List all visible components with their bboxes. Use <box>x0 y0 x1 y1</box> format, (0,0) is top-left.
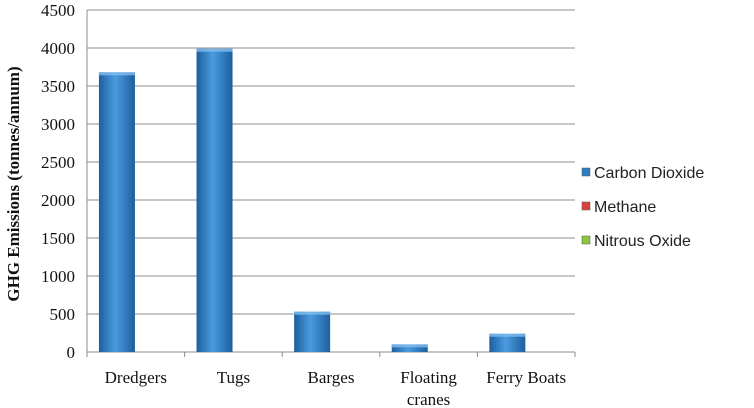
y-tick-label: 500 <box>50 305 76 324</box>
bar-carbon-dioxide <box>391 344 428 352</box>
legend-label: Nitrous Oxide <box>594 233 691 250</box>
y-tick-label: 1000 <box>41 267 75 286</box>
bar-carbon-dioxide <box>489 333 526 352</box>
y-tick-label: 3500 <box>41 77 75 96</box>
x-category-label: cranes <box>407 390 450 408</box>
bar-carbon-dioxide <box>98 72 135 352</box>
gridlines <box>87 9 575 315</box>
legend-item: Nitrous Oxide <box>581 233 691 250</box>
bar-carbon-dioxide <box>294 311 331 352</box>
x-category-label: Barges <box>308 368 355 387</box>
legend-label: Methane <box>594 199 656 216</box>
y-tick-label: 2000 <box>41 191 75 210</box>
y-axis-label: GHG Emissions (tonnes/annum) <box>4 66 23 301</box>
x-category-label: Ferry Boats <box>486 368 566 387</box>
x-category-labels: Dredgers Tugs Barges Floating cranes Ferry Bo… <box>105 368 566 408</box>
legend: Carbon Dioxide Methane Nitrous Oxide <box>581 165 704 250</box>
x-category-label: Dredgers <box>105 368 167 387</box>
y-tick-label: 4500 <box>41 1 75 20</box>
legend-swatch <box>581 167 591 177</box>
x-category-label: Floating <box>400 368 457 387</box>
y-tick-label: 2500 <box>41 153 75 172</box>
y-tick-label: 3000 <box>41 115 75 134</box>
legend-swatch <box>581 235 591 245</box>
bar-carbon-dioxide <box>196 48 233 352</box>
y-tick-label: 4000 <box>41 39 75 58</box>
legend-label: Carbon Dioxide <box>594 165 704 182</box>
axes <box>86 10 576 357</box>
legend-item: Carbon Dioxide <box>581 165 704 182</box>
bars <box>98 48 526 352</box>
y-tick-label: 0 <box>67 343 76 362</box>
y-tick-label: 1500 <box>41 229 75 248</box>
legend-swatch <box>581 201 591 211</box>
x-category-label: Tugs <box>217 368 250 387</box>
y-tick-labels: 0 500 1000 1500 2000 2500 3000 3500 4000 4500 <box>41 1 75 362</box>
legend-item: Methane <box>581 199 656 216</box>
